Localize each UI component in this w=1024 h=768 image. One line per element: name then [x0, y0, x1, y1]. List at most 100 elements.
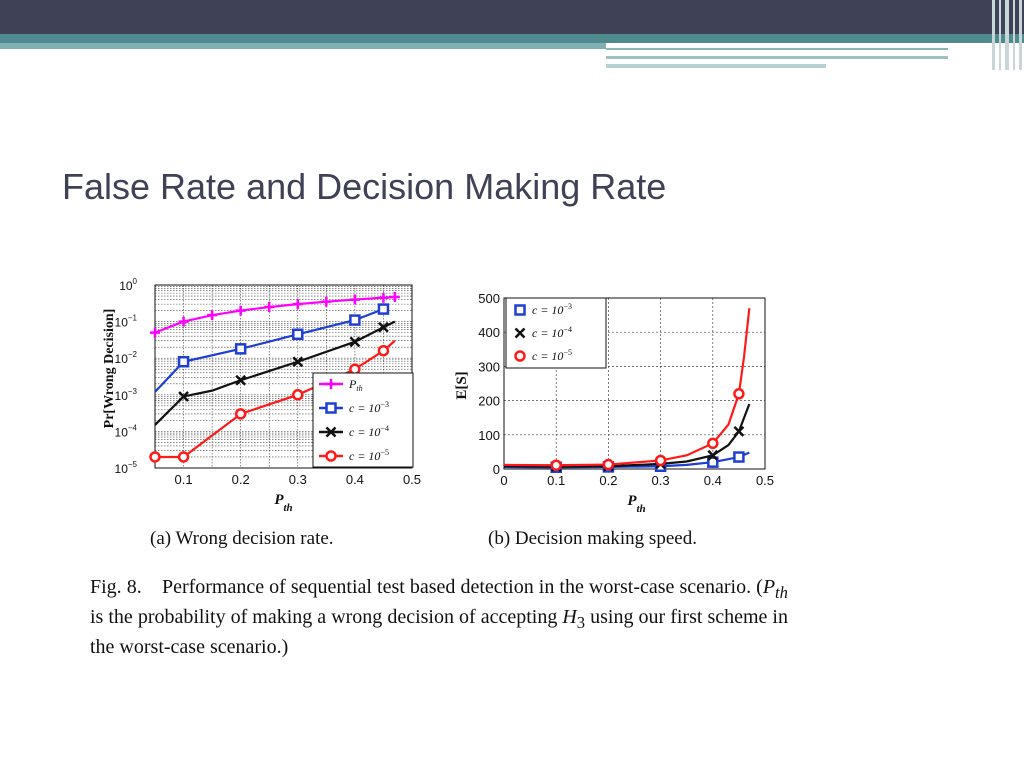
data-point — [550, 459, 562, 471]
y-tick-label: 0 — [493, 462, 500, 477]
chart-legend: c = 10−3 c = 10−4 c = 10−5 — [505, 297, 607, 369]
data-point — [654, 454, 667, 467]
legend-label: Pth — [348, 377, 363, 393]
y-tick-label: 100 — [119, 277, 137, 293]
x-axis-label: Pth — [274, 492, 292, 514]
legend-marker — [514, 304, 526, 316]
data-point — [707, 437, 719, 450]
data-point — [235, 305, 246, 316]
x-tick-label: 0.2 — [599, 473, 617, 488]
legend-marker — [325, 426, 337, 438]
figure-caption: Fig. 8. Performance of sequential test b… — [90, 575, 788, 660]
y-tick-label: 10−4 — [115, 423, 138, 439]
data-point — [377, 344, 390, 357]
decorative-vertical-bars — [990, 0, 1024, 70]
data-point — [264, 302, 275, 313]
legend-label: c = 10−4 — [349, 424, 389, 439]
data-point — [733, 425, 745, 437]
top-banner — [0, 0, 1024, 34]
y-tick-label: 400 — [478, 325, 500, 340]
caption-math-p: P — [762, 576, 776, 598]
data-point — [349, 314, 361, 326]
y-tick-label: 500 — [478, 291, 500, 306]
data-point — [389, 292, 400, 303]
plot-frame — [503, 297, 766, 470]
data-point — [292, 328, 304, 341]
accent-line — [606, 56, 948, 59]
legend-label: c = 10−5 — [532, 348, 572, 363]
data-point — [178, 316, 189, 327]
data-point — [602, 458, 615, 471]
data-point — [321, 296, 332, 307]
data-point — [378, 292, 389, 303]
data-point — [292, 356, 304, 368]
y-tick-label: 10−5 — [115, 460, 138, 476]
data-point — [733, 451, 745, 463]
legend-label: c = 10−3 — [532, 302, 572, 317]
series-line — [503, 308, 751, 467]
caption-text: Performance of sequential test based det… — [161, 576, 763, 598]
teal-stripe — [0, 34, 1024, 43]
x-tick-label: 0.3 — [289, 472, 307, 487]
subcaption-a: (a) Wrong decision rate. — [150, 528, 334, 549]
y-tick-label: 300 — [478, 359, 500, 374]
legend-label: c = 10−5 — [349, 448, 389, 463]
y-tick-label: 200 — [478, 394, 500, 409]
data-point — [149, 451, 161, 463]
x-tick-label: 0.5 — [756, 473, 774, 488]
y-axis-label: E[S] — [454, 371, 470, 399]
data-point — [349, 294, 360, 305]
data-point — [207, 310, 218, 321]
x-axis-label: Pth — [627, 493, 645, 515]
legend-marker — [325, 402, 337, 414]
legend-marker — [514, 327, 526, 339]
caption-text: using our first scheme in the worst-case… — [90, 606, 788, 658]
y-axis-label: Pr[Wrong Decision] — [102, 309, 117, 429]
data-point — [707, 456, 719, 468]
legend-marker — [326, 379, 336, 389]
data-point — [177, 355, 190, 368]
accent-line — [606, 48, 948, 50]
data-point — [707, 449, 719, 461]
data-point — [292, 389, 304, 401]
data-point — [234, 343, 247, 355]
legend-marker — [325, 450, 337, 462]
caption-math-p-sub: th — [775, 583, 788, 602]
figure-label: Fig. 8. — [90, 576, 142, 598]
data-point — [349, 363, 361, 375]
y-tick-label: 10−1 — [115, 314, 138, 330]
x-tick-label: 0.3 — [652, 473, 670, 488]
caption-math-h-sub: 3 — [576, 613, 586, 632]
data-point — [178, 391, 189, 402]
data-point — [177, 451, 190, 463]
data-point — [733, 388, 745, 400]
data-point — [292, 299, 303, 310]
x-tick-label: 0.1 — [547, 473, 565, 488]
series-line — [154, 320, 396, 426]
slide-title: False Rate and Decision Making Rate — [62, 166, 667, 207]
caption-text: is the probability of making a wrong dec… — [90, 606, 563, 628]
data-point — [378, 321, 389, 333]
caption-math-h: H — [562, 606, 577, 628]
y-tick-label: 10−2 — [115, 350, 138, 366]
data-point — [377, 303, 390, 315]
x-tick-label: 0 — [500, 473, 507, 488]
x-tick-label: 0.4 — [704, 473, 722, 488]
subcaption-b: (b) Decision making speed. — [488, 528, 697, 549]
y-tick-label: 100 — [478, 428, 500, 443]
legend-label: c = 10−4 — [532, 325, 572, 340]
data-point — [234, 408, 247, 420]
x-tick-label: 0.1 — [175, 472, 193, 487]
light-teal-stripe — [0, 43, 606, 49]
x-tick-label: 0.4 — [346, 472, 364, 487]
chart-legend: Pth c = 10−3 c = 10−4 c = 10−5 — [312, 372, 414, 468]
chart-b: 0 100 200 300 400 500 0 0.1 0.2 0.3 0.4 0.5 Pth E[S] — [454, 291, 774, 515]
data-point — [150, 327, 160, 338]
accent-line — [606, 64, 826, 68]
y-tick-label: 10−3 — [115, 387, 138, 403]
series-line — [154, 295, 395, 334]
data-point — [349, 336, 361, 348]
x-tick-label: 0.5 — [403, 472, 421, 487]
data-point — [235, 374, 247, 386]
